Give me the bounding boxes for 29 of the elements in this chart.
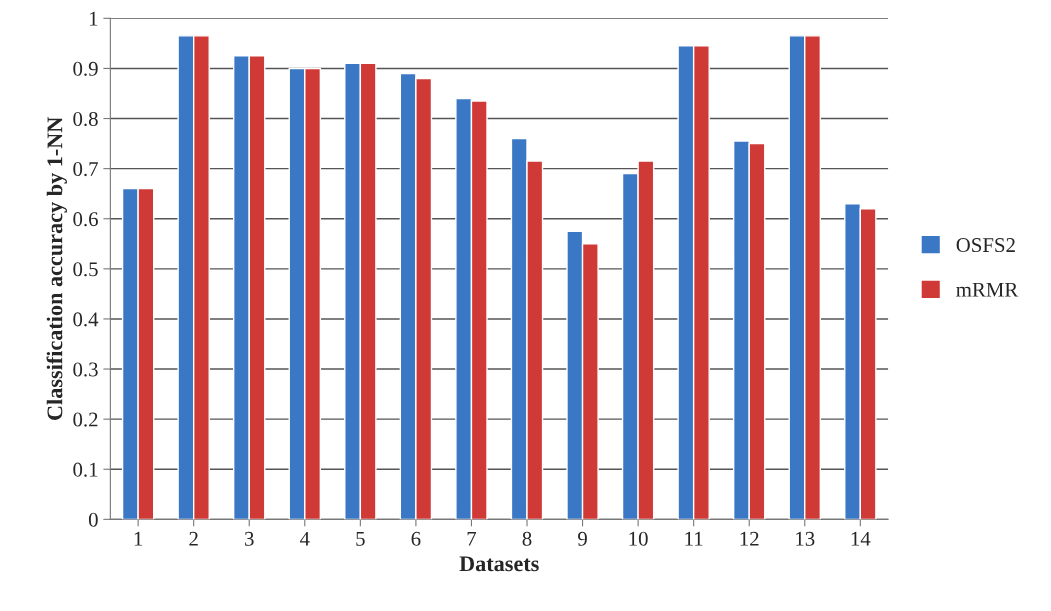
x-tick-label: 4 xyxy=(299,531,310,546)
x-tick-label: 13 xyxy=(796,531,815,546)
x-tick-label: 5 xyxy=(356,531,365,546)
x-tick-label: 6 xyxy=(411,531,421,546)
x-tick-label: 1 xyxy=(134,531,143,546)
x-axis-title: Datasets xyxy=(459,556,539,572)
legend-label: mRMR xyxy=(956,282,1019,297)
y-tick-label: 1 xyxy=(89,11,98,26)
y-tick-label: 0.2 xyxy=(73,412,98,427)
legend-label: OSFS2 xyxy=(956,238,1015,253)
x-tick-label: 14 xyxy=(851,531,871,546)
y-tick-label: 0.7 xyxy=(73,162,98,177)
x-tick-label: 12 xyxy=(740,531,759,546)
x-tick-label: 2 xyxy=(189,531,198,546)
y-tick-label: 0.9 xyxy=(73,61,98,76)
y-tick-label: 0.4 xyxy=(73,312,99,327)
y-tick-label: 0 xyxy=(88,512,98,527)
x-tick-label: 10 xyxy=(629,531,648,546)
x-tick-label: 9 xyxy=(578,531,587,546)
y-tick-label: 0.3 xyxy=(73,362,98,377)
x-tick-label: 3 xyxy=(245,531,254,546)
x-tick-label: 11 xyxy=(685,531,703,546)
y-tick-label: 0.8 xyxy=(73,111,98,127)
y-axis-title: Classification accuracy by 1-NN xyxy=(46,116,67,420)
x-tick-label: 8 xyxy=(522,531,532,546)
y-tick-label: 0.1 xyxy=(73,462,98,477)
x-tick-label: 7 xyxy=(467,531,477,546)
y-tick-label: 0.5 xyxy=(73,262,98,277)
y-tick-label: 0.6 xyxy=(73,212,98,227)
